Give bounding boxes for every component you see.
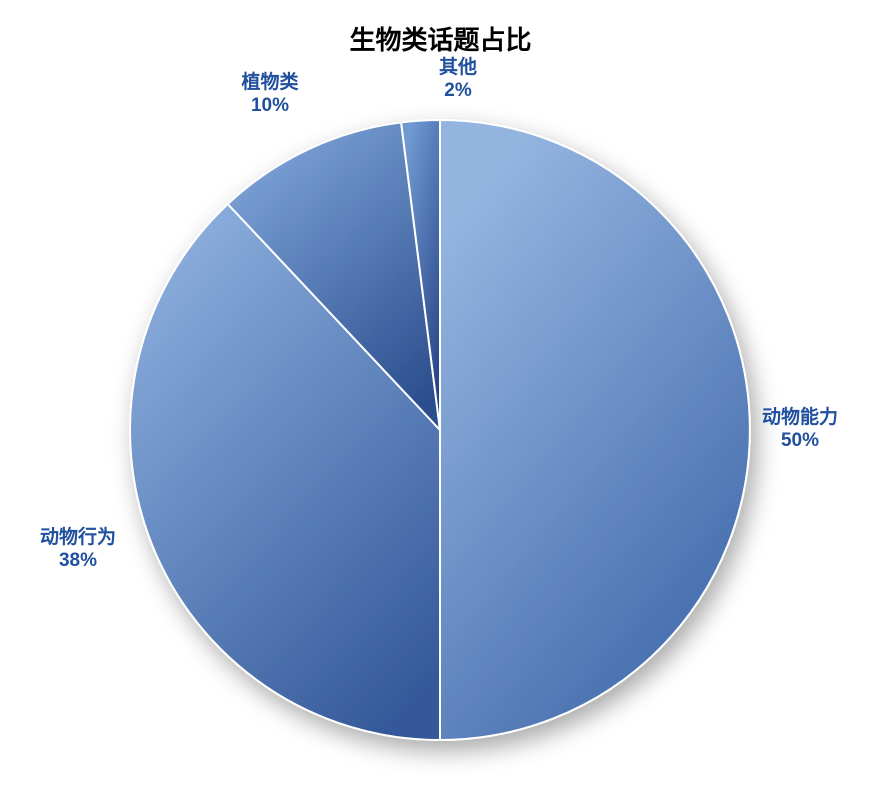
slice-label: 其他2% [439, 57, 477, 103]
slice-percent: 38% [40, 550, 116, 573]
pie-chart-container: 生物类话题占比 动物能力50% 动物行为38% 植物类10% 其他2% [0, 0, 881, 789]
pie-chart [0, 0, 881, 789]
slice-name: 动物能力 [762, 407, 838, 430]
slice-label: 动物能力50% [762, 407, 838, 453]
slice-label: 植物类10% [241, 72, 298, 118]
slice-percent: 50% [762, 430, 838, 453]
pie-slice [440, 120, 750, 740]
slice-name: 其他 [439, 57, 477, 80]
chart-title: 生物类话题占比 [0, 20, 881, 57]
slice-label: 动物行为38% [40, 527, 116, 573]
slice-name: 植物类 [241, 72, 298, 95]
slice-percent: 2% [439, 80, 477, 103]
slice-name: 动物行为 [40, 527, 116, 550]
slice-percent: 10% [241, 95, 298, 118]
